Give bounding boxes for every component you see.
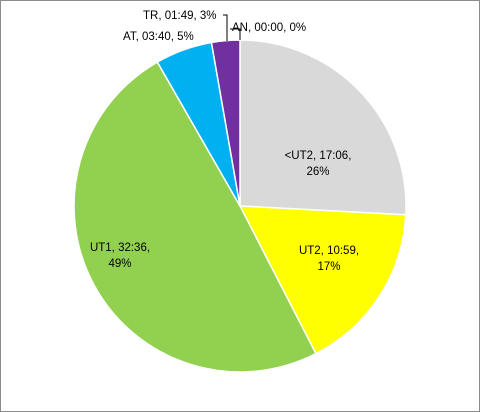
leader-line-tr bbox=[223, 14, 228, 41]
data-label-ut2-line2: 17% bbox=[317, 261, 340, 273]
data-label-ut2-line1: UT2, 10:59, bbox=[299, 245, 359, 257]
pie-slices bbox=[73, 39, 407, 373]
leader-lines bbox=[223, 14, 241, 41]
pie-slice-ut2 bbox=[238, 205, 407, 355]
leader-line-an bbox=[230, 28, 241, 40]
data-label-lt-ut2-line2: 26% bbox=[306, 166, 329, 178]
data-label-an: AN, 00:00, 0% bbox=[232, 22, 306, 34]
pie-slice-lt-ut2 bbox=[239, 39, 407, 216]
data-label-ut1-line1: UT1, 32:36, bbox=[90, 242, 150, 254]
data-label-ut1-line2: 49% bbox=[108, 258, 131, 270]
pie-slice-ut1 bbox=[73, 61, 317, 373]
data-label-tr: TR, 01:49, 3% bbox=[143, 10, 217, 22]
data-label-lt-ut2-line1: <UT2, 17:06, bbox=[285, 150, 352, 162]
data-label-at: AT, 03:40, 5% bbox=[123, 31, 194, 43]
